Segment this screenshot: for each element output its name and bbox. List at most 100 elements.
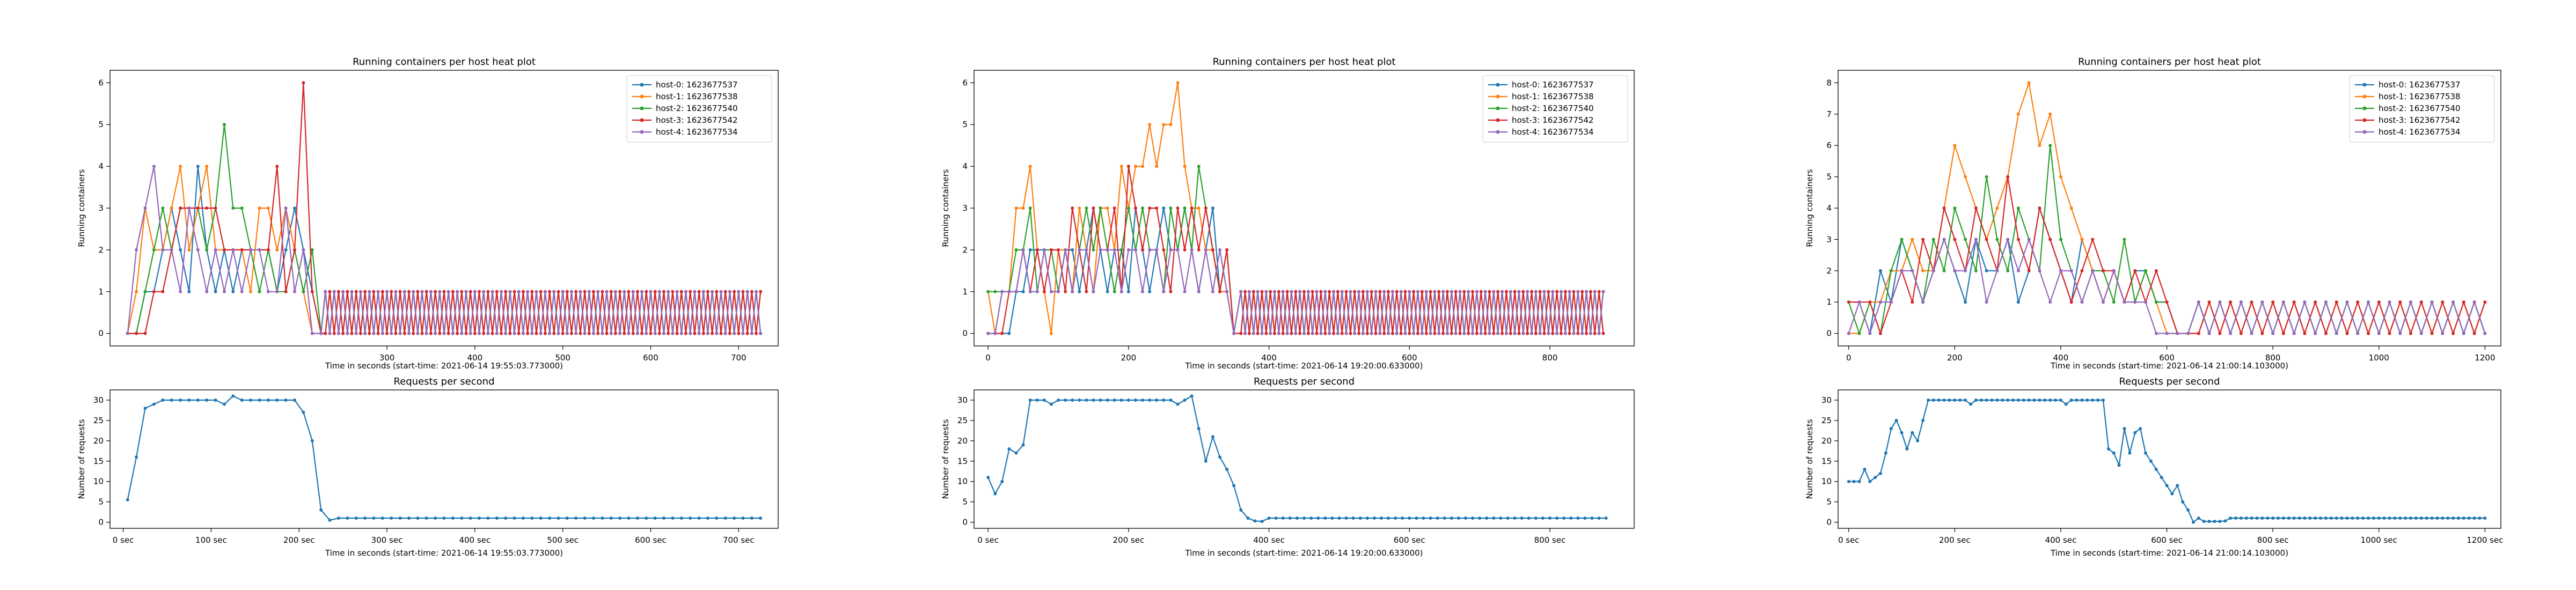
data-point: [1225, 468, 1229, 471]
data-point: [526, 290, 530, 293]
data-point: [570, 290, 573, 293]
data-point: [719, 290, 723, 293]
data-point: [368, 290, 371, 293]
data-point: [1985, 399, 1988, 402]
data-point: [2186, 331, 2190, 335]
data-point: [143, 206, 147, 210]
x-tick-label: 200 sec: [1939, 535, 1971, 545]
data-point: [986, 476, 990, 480]
y-tick-label: 5: [962, 497, 968, 507]
data-point: [517, 331, 521, 335]
x-tick-label: 1000: [2369, 353, 2389, 363]
data-point: [1106, 206, 1109, 210]
y-tick-label: 4: [1826, 203, 1832, 213]
data-point: [1119, 165, 1123, 168]
data-point: [385, 331, 389, 335]
data-point: [416, 290, 420, 293]
legend-label: host-0: 1623677537: [1512, 80, 1594, 90]
legend-label: host-3: 1623677542: [2379, 115, 2461, 125]
data-point: [2006, 175, 2010, 179]
data-point: [1395, 290, 1399, 293]
data-point: [2393, 517, 2397, 520]
data-point: [1436, 517, 1439, 520]
chart-title: Running containers per host heat plot: [353, 56, 536, 68]
x-tick-label: 300 sec: [371, 535, 403, 545]
data-point: [728, 290, 731, 293]
data-point: [1099, 248, 1102, 252]
data-point: [530, 331, 534, 335]
data-point: [231, 290, 235, 293]
data-point: [1953, 399, 1957, 402]
x-tick-label: 600 sec: [2151, 535, 2183, 545]
chart-title: Requests per second: [1254, 376, 1355, 387]
data-point: [1416, 331, 1419, 335]
data-point: [1057, 248, 1060, 252]
data-point: [733, 517, 736, 520]
data-point: [486, 290, 490, 293]
data-point: [187, 248, 191, 252]
data-point: [425, 290, 428, 293]
data-point: [689, 331, 692, 335]
data-point: [205, 248, 209, 252]
data-point: [2430, 300, 2434, 304]
data-point: [258, 248, 261, 252]
data-point: [2451, 300, 2455, 304]
data-point: [319, 331, 323, 335]
data-point: [135, 248, 138, 252]
data-point: [1985, 238, 1988, 241]
legend: host-0: 1623677537 host-1: 1623677538 host…: [626, 75, 772, 143]
x-tick-label: 0 sec: [113, 535, 134, 545]
data-point: [143, 331, 147, 335]
data-point: [1357, 331, 1361, 335]
series-markers-requests: [986, 394, 1608, 523]
data-point: [2043, 399, 2047, 402]
x-tick-label: 800: [1542, 353, 1558, 363]
data-point: [416, 331, 420, 335]
data-point: [504, 331, 508, 335]
data-point: [1315, 290, 1319, 293]
data-point: [1562, 517, 1566, 520]
data-point: [1559, 331, 1563, 335]
data-point: [2059, 269, 2062, 272]
data-point: [2016, 269, 2020, 272]
data-point: [759, 290, 763, 293]
data-point: [1879, 300, 1882, 304]
data-point: [1298, 331, 1302, 335]
data-point: [1942, 269, 1946, 272]
data-point: [1021, 206, 1025, 210]
data-point: [1387, 517, 1390, 520]
data-point: [398, 517, 402, 520]
data-point: [1264, 290, 1268, 293]
x-tick-label: 200 sec: [283, 535, 315, 545]
legend-box: [626, 75, 772, 143]
data-point: [1467, 290, 1470, 293]
data-point: [2303, 331, 2307, 335]
data-point: [1974, 399, 1978, 402]
data-point: [508, 331, 512, 335]
data-point: [442, 290, 446, 293]
data-point: [1298, 290, 1302, 293]
data-point: [2388, 331, 2391, 335]
series-markers-requests: [126, 394, 763, 522]
data-point: [451, 517, 455, 520]
y-tick-label: 2: [98, 245, 104, 255]
data-point: [354, 331, 358, 335]
data-point: [376, 290, 380, 293]
data-point: [284, 248, 288, 252]
data-point: [1344, 517, 1348, 520]
data-point: [1530, 290, 1533, 293]
data-point: [486, 517, 490, 520]
data-point: [1509, 331, 1512, 335]
data-point: [249, 248, 253, 252]
data-point: [1501, 290, 1504, 293]
y-tick-label: 5: [98, 120, 104, 129]
data-point: [143, 407, 147, 410]
data-point: [1583, 517, 1587, 520]
data-point: [1332, 331, 1335, 335]
data-point: [1290, 290, 1293, 293]
data-point: [1378, 331, 1382, 335]
series-markers-host-4: [986, 248, 1605, 335]
data-point: [645, 290, 648, 293]
data-point: [486, 331, 490, 335]
data-point: [2038, 206, 2041, 210]
